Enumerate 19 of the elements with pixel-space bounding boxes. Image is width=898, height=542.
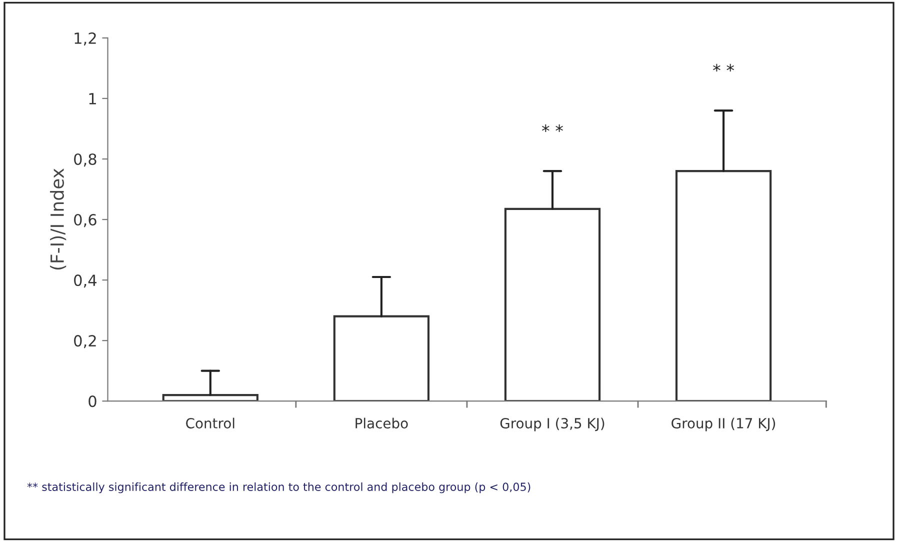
x-tick-label: Control bbox=[186, 418, 234, 428]
y-tick-label: 0,4 bbox=[74, 274, 96, 288]
x-tick-label: Placebo bbox=[356, 418, 408, 428]
y-tick-label: 1,2 bbox=[74, 32, 96, 46]
y-tick-label: 0,8 bbox=[74, 153, 96, 167]
bar bbox=[162, 394, 258, 402]
bar bbox=[675, 170, 772, 402]
bar bbox=[333, 315, 430, 402]
text: ** statistically significant difference in relation to the control and placebo group (p < 0,05) bbox=[27, 482, 530, 494]
y-tick-label: 0,6 bbox=[74, 214, 96, 228]
bar bbox=[504, 208, 601, 402]
annotation: * * bbox=[542, 124, 563, 132]
y-tick-label: 0 bbox=[88, 396, 96, 408]
x-tick-label: Group II (17 KJ) bbox=[672, 418, 776, 432]
y-tick-label: 0,2 bbox=[74, 335, 96, 348]
x-tick-label: Group I (3,5 KJ) bbox=[500, 418, 604, 432]
y-tick-label: 1 bbox=[89, 93, 96, 104]
y-axis-title: (F-I)/I Index bbox=[50, 168, 66, 270]
annotation: * * bbox=[713, 64, 734, 72]
